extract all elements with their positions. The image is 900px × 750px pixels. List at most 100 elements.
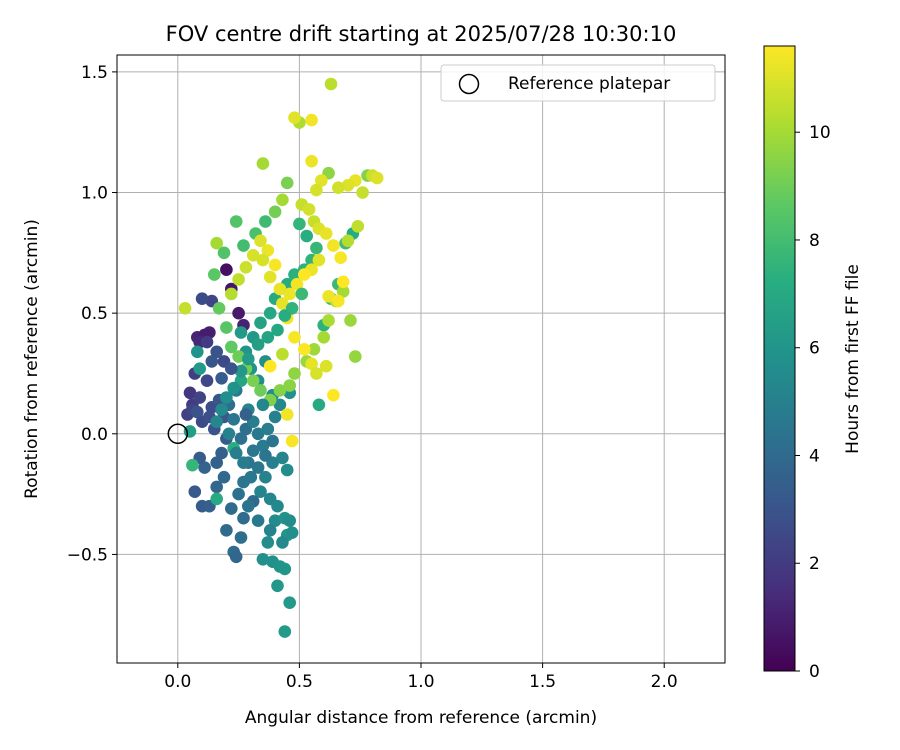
data-point <box>234 326 248 339</box>
data-point <box>276 193 289 207</box>
data-point <box>239 261 253 274</box>
data-point <box>212 302 226 315</box>
data-point <box>278 625 292 638</box>
data-point <box>317 331 331 344</box>
data-point <box>183 386 197 400</box>
data-point <box>288 111 301 124</box>
y-axis-label: Rotation from reference (arcmin) <box>22 219 42 499</box>
data-point <box>208 268 221 281</box>
colorbar-ticks: 0 2 4 6 8 10 <box>795 123 831 682</box>
data-point <box>290 277 304 291</box>
data-point <box>229 550 243 564</box>
legend: Reference platepar <box>440 64 716 102</box>
colorbar-gradient <box>763 45 796 672</box>
x-tick-label: 1.0 <box>407 672 434 692</box>
data-point <box>310 241 323 255</box>
data-point <box>356 186 369 199</box>
colorbar-tick-label: 0 <box>809 662 820 682</box>
data-point <box>278 309 292 322</box>
data-point <box>288 331 301 344</box>
data-point <box>246 249 260 262</box>
x-tick-label: 0.0 <box>164 672 191 692</box>
data-point <box>256 157 270 170</box>
data-point <box>349 350 362 363</box>
data-point <box>319 359 333 373</box>
legend-reference-marker <box>458 73 480 95</box>
data-point <box>268 258 282 272</box>
data-point <box>312 253 326 267</box>
chart-title: FOV centre drift starting at 2025/07/28 … <box>166 22 677 46</box>
data-point <box>225 362 238 376</box>
data-point <box>222 427 236 441</box>
data-point <box>271 499 284 513</box>
data-point <box>242 352 255 366</box>
data-point <box>295 287 309 301</box>
y-tick-label: 0.0 <box>81 425 108 445</box>
data-point <box>256 553 270 566</box>
legend-label-reference: Reference platepar <box>508 74 670 94</box>
reference-platepar-marker <box>167 423 189 445</box>
data-point <box>193 391 206 404</box>
data-point <box>200 374 214 388</box>
data-point <box>300 229 314 243</box>
colorbar-tick-label: 4 <box>809 446 820 466</box>
data-point <box>234 364 248 378</box>
data-points <box>178 77 384 638</box>
data-point <box>305 154 318 168</box>
data-point <box>183 425 197 438</box>
data-point <box>246 374 260 388</box>
data-point <box>283 287 297 301</box>
data-point <box>178 302 192 315</box>
data-point <box>191 345 204 359</box>
data-point <box>225 340 238 354</box>
data-point <box>210 480 223 494</box>
reference-marker-layer <box>167 423 189 445</box>
data-point <box>263 359 277 373</box>
data-point <box>232 487 245 501</box>
data-point <box>283 379 297 392</box>
x-tick-label: 1.5 <box>529 672 556 692</box>
data-point <box>263 306 277 320</box>
data-point <box>210 492 223 506</box>
data-point <box>283 596 297 609</box>
data-point <box>324 77 338 91</box>
data-point <box>336 275 350 289</box>
data-point <box>288 367 301 380</box>
data-point <box>293 217 306 231</box>
data-point <box>220 524 233 537</box>
data-point <box>254 234 267 248</box>
data-point <box>232 350 245 363</box>
y-tick-label: 1.5 <box>81 63 108 83</box>
data-point <box>193 362 206 376</box>
data-point <box>298 343 311 356</box>
colorbar-tick-label: 10 <box>809 123 831 143</box>
data-point <box>234 432 248 445</box>
data-point <box>229 446 243 460</box>
data-point <box>215 446 228 460</box>
data-point <box>251 461 265 474</box>
y-tick-label: 1.0 <box>81 184 108 204</box>
data-point <box>276 451 289 465</box>
y-tick-label: −0.5 <box>67 545 108 565</box>
data-point <box>319 227 333 240</box>
colorbar-tick-label: 8 <box>809 231 820 251</box>
data-point <box>254 384 267 397</box>
data-point <box>225 287 238 301</box>
data-point <box>280 408 294 421</box>
data-point <box>205 355 219 368</box>
data-point <box>322 314 335 327</box>
legend-box <box>440 64 716 102</box>
data-point <box>336 285 350 298</box>
data-point <box>188 485 202 499</box>
data-point <box>237 511 250 525</box>
data-point <box>246 444 260 458</box>
x-tick-label: 2.0 <box>651 672 678 692</box>
data-point <box>271 579 284 593</box>
data-point <box>312 398 326 412</box>
data-point <box>220 263 233 277</box>
data-point <box>351 220 365 233</box>
data-point <box>288 268 301 281</box>
data-point <box>261 244 275 257</box>
data-point <box>298 268 311 281</box>
data-point <box>263 524 277 537</box>
